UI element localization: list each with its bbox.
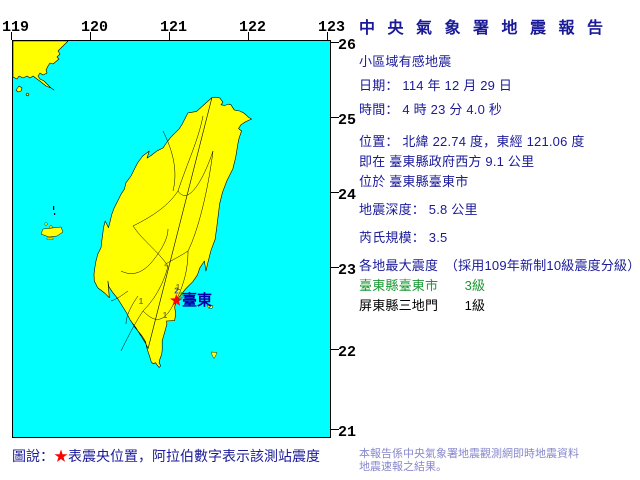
svg-text:2: 2 [174,287,179,296]
svg-text:1: 1 [139,297,144,306]
svg-text:1: 1 [163,311,168,320]
